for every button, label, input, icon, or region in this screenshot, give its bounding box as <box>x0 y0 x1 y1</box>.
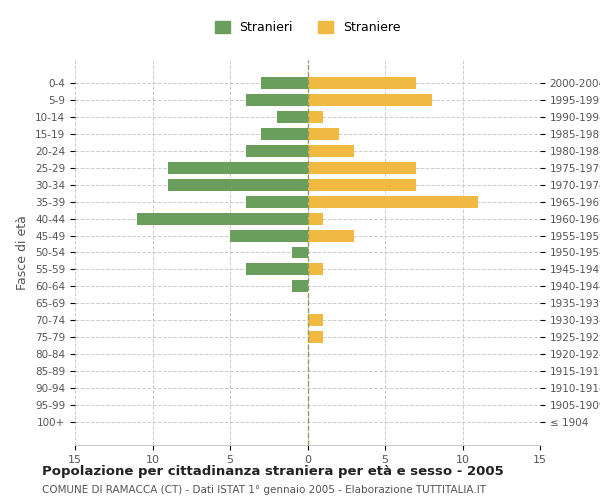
Legend: Stranieri, Straniere: Stranieri, Straniere <box>209 16 406 39</box>
Y-axis label: Fasce di età: Fasce di età <box>16 215 29 290</box>
Bar <box>308 112 323 123</box>
Bar <box>245 264 308 276</box>
Bar <box>261 128 308 140</box>
Bar <box>308 196 478 207</box>
Bar <box>245 196 308 207</box>
Text: Popolazione per cittadinanza straniera per età e sesso - 2005: Popolazione per cittadinanza straniera p… <box>42 465 504 478</box>
Bar <box>308 314 323 326</box>
Bar <box>230 230 308 241</box>
Bar <box>292 246 308 258</box>
Bar <box>308 179 416 191</box>
Bar <box>308 230 354 241</box>
Bar <box>168 162 308 174</box>
Bar <box>308 162 416 174</box>
Bar <box>308 213 323 224</box>
Bar <box>308 264 323 276</box>
Bar <box>277 112 308 123</box>
Bar <box>308 94 431 106</box>
Bar <box>308 331 323 343</box>
Bar <box>137 213 308 224</box>
Bar <box>308 145 354 157</box>
Bar <box>308 128 338 140</box>
Bar <box>245 145 308 157</box>
Bar <box>168 179 308 191</box>
Text: COMUNE DI RAMACCA (CT) - Dati ISTAT 1° gennaio 2005 - Elaborazione TUTTITALIA.IT: COMUNE DI RAMACCA (CT) - Dati ISTAT 1° g… <box>42 485 486 495</box>
Bar <box>245 94 308 106</box>
Bar <box>308 78 416 90</box>
Bar <box>292 280 308 292</box>
Bar <box>261 78 308 90</box>
